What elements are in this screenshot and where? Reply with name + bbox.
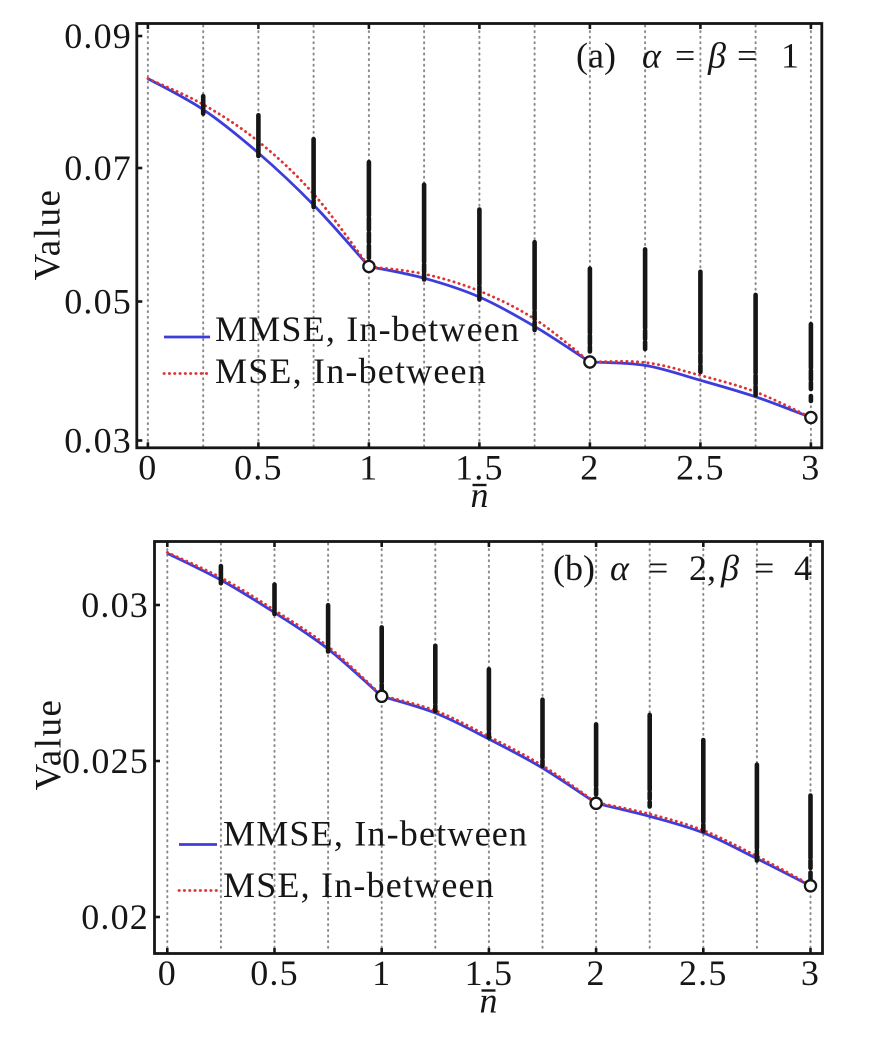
svg-text:n: n	[471, 475, 489, 515]
svg-text:3: 3	[801, 447, 820, 487]
svg-text:0.02: 0.02	[81, 897, 149, 937]
svg-text:(b): (b)	[553, 548, 595, 588]
svg-text:0: 0	[138, 447, 157, 487]
svg-text:β: β	[707, 36, 726, 76]
svg-text:4: 4	[794, 548, 812, 588]
svg-text:0.5: 0.5	[234, 447, 283, 487]
svg-text:2: 2	[580, 447, 599, 487]
svg-text:0.025: 0.025	[62, 741, 149, 781]
svg-text:=: =	[737, 36, 757, 76]
svg-text:=: =	[754, 548, 774, 588]
svg-text:1: 1	[372, 953, 391, 993]
svg-text:MMSE, In-between: MMSE, In-between	[215, 309, 520, 349]
svg-text:α: α	[642, 36, 662, 76]
svg-text:2.5: 2.5	[676, 447, 725, 487]
svg-text:1: 1	[781, 36, 799, 76]
svg-text:MMSE, In-between: MMSE, In-between	[223, 814, 528, 854]
svg-text:(a): (a)	[576, 36, 616, 76]
svg-text:2: 2	[586, 953, 605, 993]
svg-text:1.5: 1.5	[455, 447, 504, 487]
svg-text:Value: Value	[29, 699, 70, 791]
svg-text:0.05: 0.05	[64, 282, 132, 322]
svg-text:0.07: 0.07	[64, 148, 132, 188]
svg-text:0.03: 0.03	[64, 421, 132, 461]
svg-text:3: 3	[801, 953, 820, 993]
svg-text:α: α	[610, 548, 630, 588]
svg-text:MSE, In-between: MSE, In-between	[215, 351, 487, 391]
svg-text:β: β	[720, 548, 739, 588]
svg-text:Value: Value	[28, 189, 69, 281]
svg-text:1.5: 1.5	[465, 953, 514, 993]
svg-text:=: =	[648, 548, 668, 588]
svg-text:0.5: 0.5	[250, 953, 299, 993]
svg-text:2,: 2,	[689, 548, 716, 588]
svg-text:0.09: 0.09	[64, 16, 132, 56]
svg-text:n: n	[480, 981, 498, 1021]
svg-text:1: 1	[359, 447, 378, 487]
svg-text:MSE, In-between: MSE, In-between	[223, 865, 495, 905]
svg-text:2.5: 2.5	[679, 953, 728, 993]
svg-text:0.03: 0.03	[81, 585, 149, 625]
svg-text:=: =	[675, 36, 695, 76]
svg-text:0: 0	[158, 953, 177, 993]
